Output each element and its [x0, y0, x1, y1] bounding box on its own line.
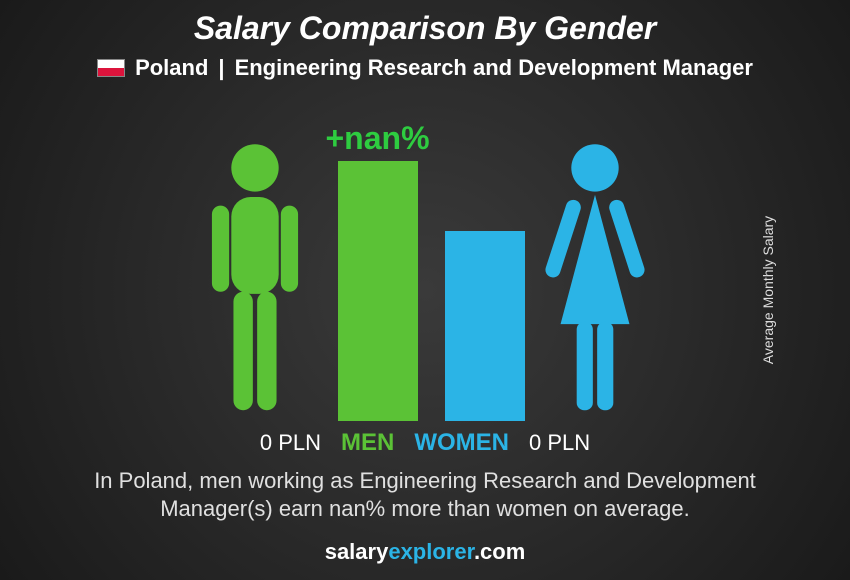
country-label: Poland — [135, 55, 208, 81]
women-bar — [445, 231, 525, 421]
flag-bottom — [98, 68, 124, 76]
women-bar-wrap — [445, 231, 525, 421]
job-title-label: Engineering Research and Development Man… — [235, 55, 753, 81]
poland-flag-icon — [97, 59, 125, 77]
women-value-label: 0 PLN — [529, 430, 590, 456]
y-axis-label: Average Monthly Salary — [760, 216, 776, 364]
male-person-icon — [200, 141, 310, 421]
footer-plain: salary — [325, 539, 389, 564]
flag-top — [98, 60, 124, 68]
men-bar — [338, 161, 418, 421]
separator: | — [218, 55, 224, 81]
footer-accent: explorer — [388, 539, 474, 564]
women-label: WOMEN — [414, 429, 509, 457]
subtitle-row: Poland | Engineering Research and Develo… — [97, 55, 753, 81]
page-title: Salary Comparison By Gender — [194, 10, 656, 47]
footer-suffix: .com — [474, 539, 525, 564]
female-person-icon — [540, 141, 650, 421]
labels-row: 0 PLN MEN WOMEN 0 PLN — [260, 429, 590, 457]
men-bar-wrap: +nan% — [325, 120, 429, 421]
men-value-label: 0 PLN — [260, 430, 321, 456]
men-label: MEN — [341, 429, 394, 457]
footer-brand: salaryexplorer.com — [325, 539, 526, 565]
chart-area: +nan% — [30, 90, 820, 421]
description-text: In Poland, men working as Engineering Re… — [35, 467, 815, 524]
diff-label: +nan% — [325, 120, 429, 157]
